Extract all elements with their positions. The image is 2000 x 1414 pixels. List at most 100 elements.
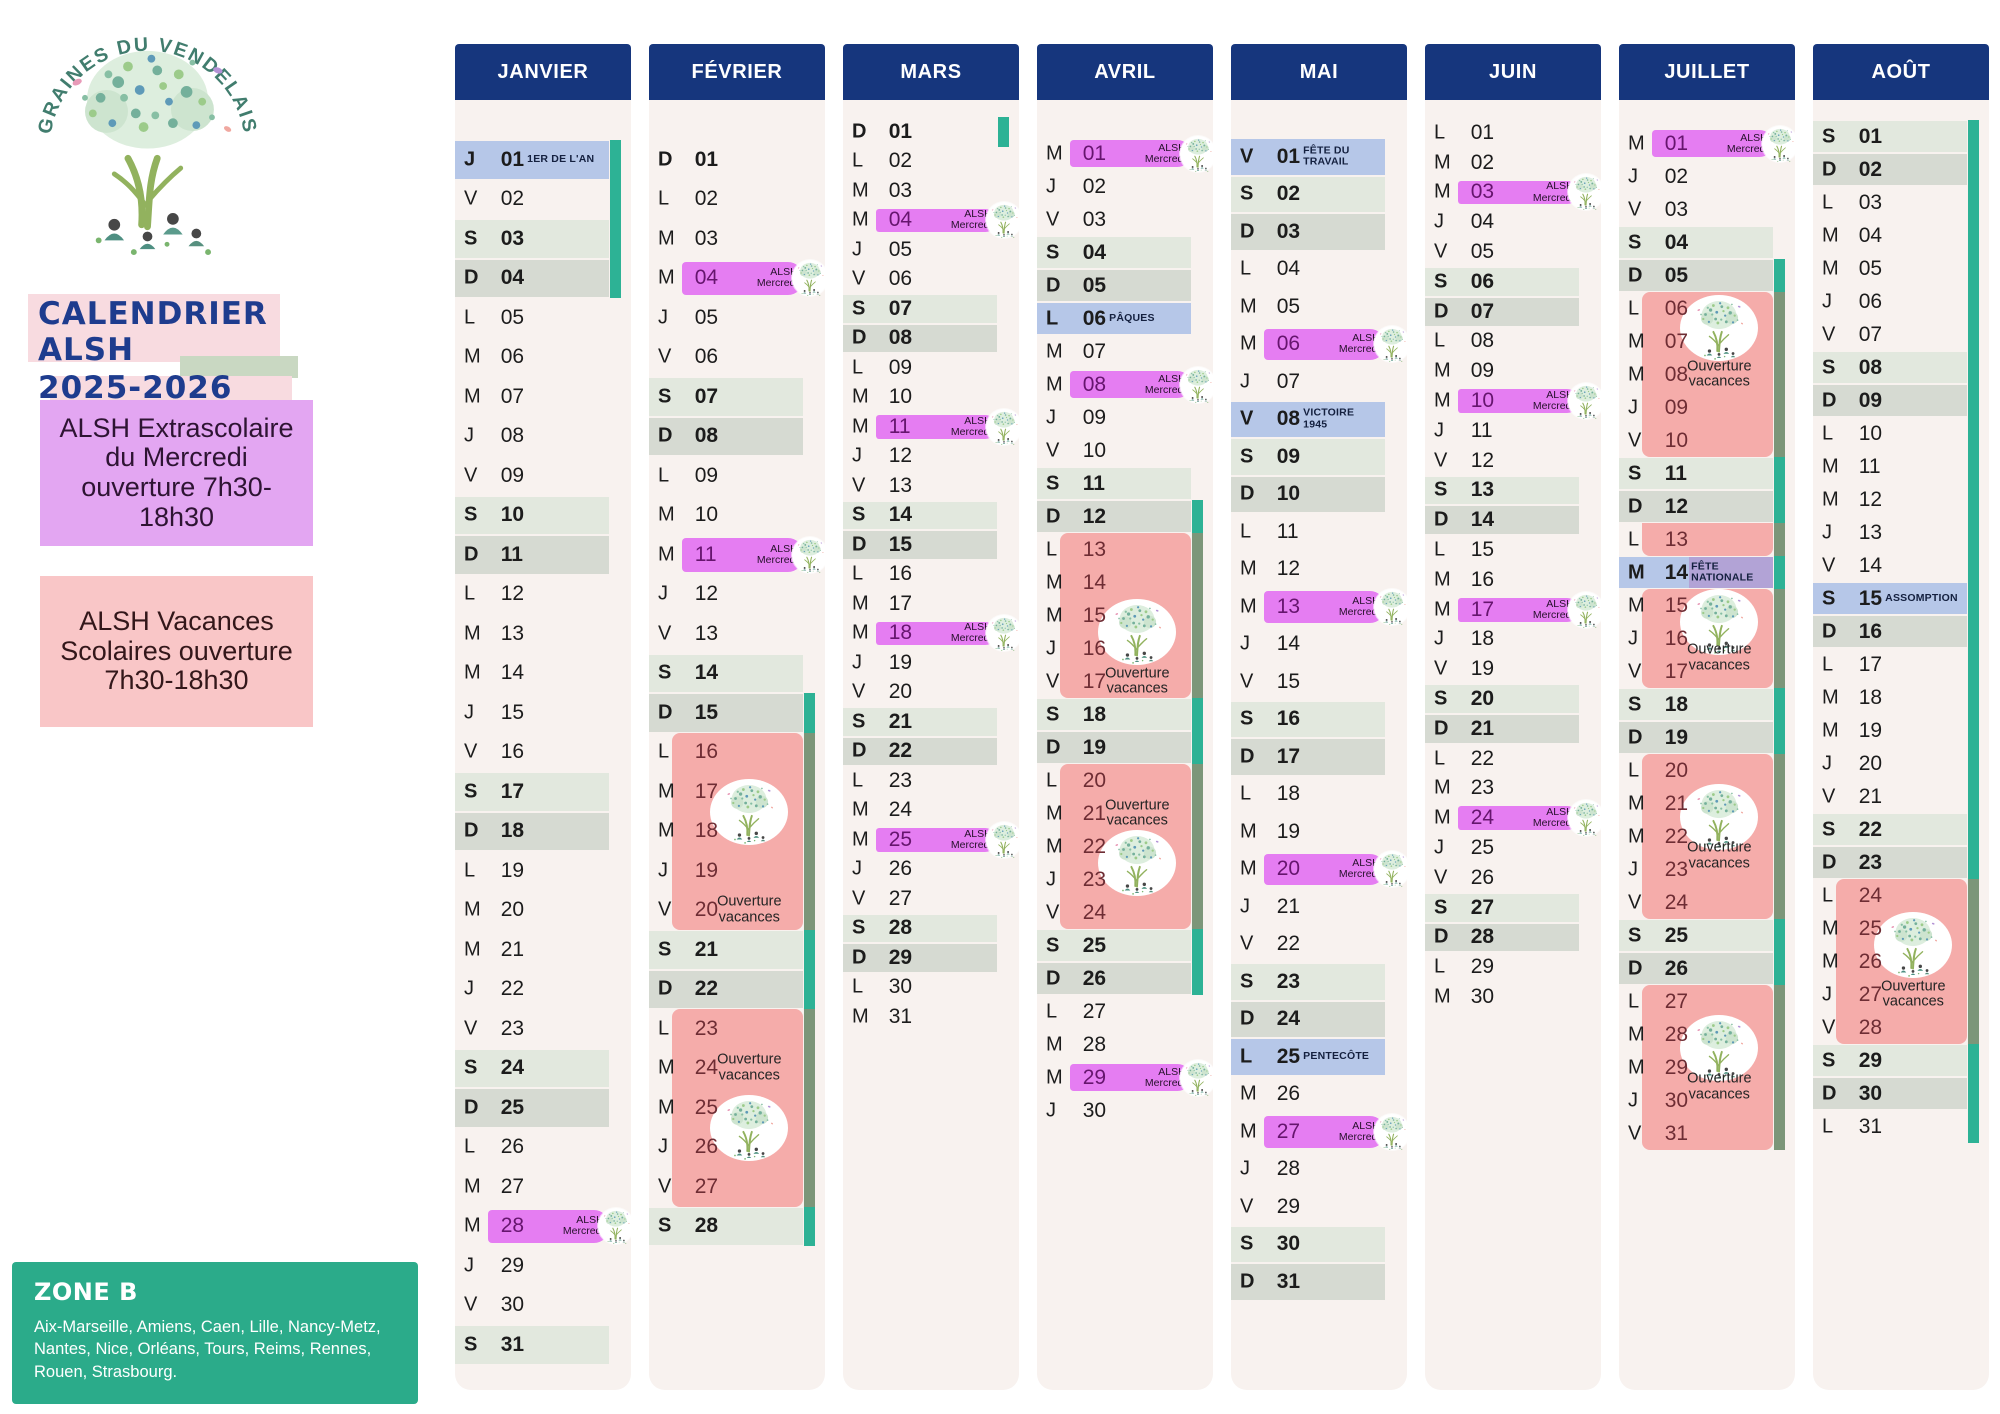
day-number: 27 — [694, 1174, 719, 1198]
day-letter: M — [1822, 455, 1839, 477]
weekend-band — [1813, 385, 1967, 416]
day-letter: D — [1240, 1270, 1255, 1293]
day-row: D 11 — [455, 535, 631, 575]
day-number: 18 — [1858, 685, 1883, 709]
day-number: 09 — [1858, 388, 1883, 412]
vacation-period-bar — [1773, 589, 1786, 622]
holiday-label: ASSOMPTION — [1885, 591, 1958, 604]
day-letter: J — [1434, 210, 1444, 233]
day-number: 15 — [500, 700, 525, 724]
day-number: 24 — [500, 1056, 525, 1080]
day-row: M 19 — [1231, 813, 1407, 851]
day-row: ALSH Mercredi M 11 — [843, 408, 1022, 442]
month-body: D 01 L 02 M 03 ALSH Mercredi M 04 J 05 V 06 S 07 D 08 L 09 M… — [649, 100, 828, 1390]
day-letter: D — [1240, 1007, 1255, 1030]
weekend-band — [1037, 699, 1191, 730]
day-letter: S — [1628, 231, 1642, 253]
vacation-period-bar — [1773, 1084, 1786, 1117]
day-row: S 15 ASSOMPTION — [1813, 582, 1989, 615]
vacation-block — [1059, 797, 1191, 830]
day-number: 08 — [888, 326, 913, 350]
day-letter: M — [658, 266, 675, 289]
day-letter: J — [1046, 175, 1056, 197]
vacation-block — [1641, 1117, 1773, 1150]
day-row: J 09 — [1037, 401, 1213, 434]
day-row: J 12 — [843, 442, 1019, 472]
vacation-period-bar — [803, 930, 816, 970]
day-row: D 09 — [1813, 384, 1989, 417]
day-letter: J — [1240, 1157, 1250, 1180]
day-number: 02 — [888, 149, 913, 173]
day-row: ALSH Mercredi M 03 — [1425, 174, 1604, 208]
day-number: 31 — [1664, 1121, 1689, 1145]
day-row: D 19 — [1037, 731, 1213, 764]
vacation-period-bar — [1191, 632, 1204, 665]
weekend-band — [455, 496, 609, 534]
vacation-block — [1059, 566, 1191, 599]
day-number: 11 — [1082, 471, 1105, 495]
day-number: 10 — [694, 503, 719, 527]
day-row: V 14 — [1813, 549, 1989, 582]
day-number: 26 — [1664, 956, 1689, 980]
vacation-period-bar — [1773, 424, 1786, 457]
day-number: 24 — [1276, 1007, 1301, 1031]
day-row: V 01 FÊTE DU TRAVAIL — [1231, 138, 1407, 176]
vacation-period-bar — [1967, 945, 1980, 978]
holiday-label: VICTOIRE 1945 — [1303, 406, 1355, 431]
day-row: V 19 — [1425, 654, 1601, 684]
day-letter: D — [1822, 851, 1837, 873]
day-letter: M — [1046, 1033, 1063, 1055]
vacation-period-bar — [803, 1088, 816, 1128]
day-row: L 09 — [843, 353, 1019, 383]
day-row: S 25 — [1037, 929, 1213, 962]
day-row: S 04 — [1037, 236, 1213, 269]
day-row: V 24 — [1037, 896, 1213, 929]
day-number: 22 — [694, 977, 719, 1001]
day-row: S 17 — [455, 772, 631, 812]
day-letter: D — [658, 701, 673, 724]
day-row: J 02 — [1619, 160, 1795, 193]
vacation-period-bar — [1773, 1117, 1786, 1150]
day-row: D 26 — [1037, 962, 1213, 995]
day-letter: L — [1628, 759, 1640, 781]
day-letter: M — [464, 661, 481, 684]
vacation-period-bar — [1967, 384, 1980, 417]
day-row: V 17 — [1619, 655, 1795, 688]
day-letter: M — [852, 208, 869, 231]
weekend-band — [1813, 814, 1967, 845]
vacation-logo-stamp — [710, 1094, 789, 1161]
alsh-mercredi-badge — [1458, 389, 1579, 413]
vacation-block — [1641, 358, 1773, 391]
vacation-period-bar — [1967, 978, 1980, 1011]
day-letter: M — [1240, 295, 1257, 318]
day-letter: S — [1822, 356, 1836, 378]
day-letter: V — [1434, 449, 1448, 472]
day-number: 19 — [1276, 819, 1301, 843]
day-letter: M — [852, 621, 869, 644]
vacation-period-bar — [1191, 797, 1204, 830]
vacation-period-bar — [803, 811, 816, 851]
day-letter: L — [1046, 769, 1058, 791]
alsh-badge-logo-icon — [791, 260, 828, 296]
vacation-block — [1835, 879, 1967, 912]
day-number: 24 — [888, 798, 913, 822]
day-row: D 30 — [1813, 1077, 1989, 1110]
day-row: S 07 — [843, 294, 1019, 324]
day-letter: V — [464, 464, 478, 487]
day-letter: M — [1628, 825, 1645, 847]
day-row: M 06 — [455, 338, 631, 378]
day-letter: V — [1628, 429, 1642, 451]
month-body: V 01 FÊTE DU TRAVAIL S 02 D 03 L 04 M 05 ALSH Mercred… — [1231, 100, 1410, 1390]
alsh-badge-logo-icon — [1567, 174, 1604, 210]
day-row: J 21 — [1231, 888, 1407, 926]
day-letter: D — [1822, 389, 1837, 411]
day-number: 26 — [1276, 1082, 1301, 1106]
day-letter: D — [1046, 967, 1061, 989]
alsh-badge-label: ALSH Mercredi — [1532, 180, 1574, 204]
day-number: 18 — [1664, 692, 1689, 716]
day-letter: M — [464, 385, 481, 408]
weekend-band — [1425, 476, 1579, 505]
weekend-band — [455, 1326, 609, 1364]
day-row: L 13 — [1619, 523, 1795, 556]
day-number: 21 — [1664, 791, 1689, 815]
